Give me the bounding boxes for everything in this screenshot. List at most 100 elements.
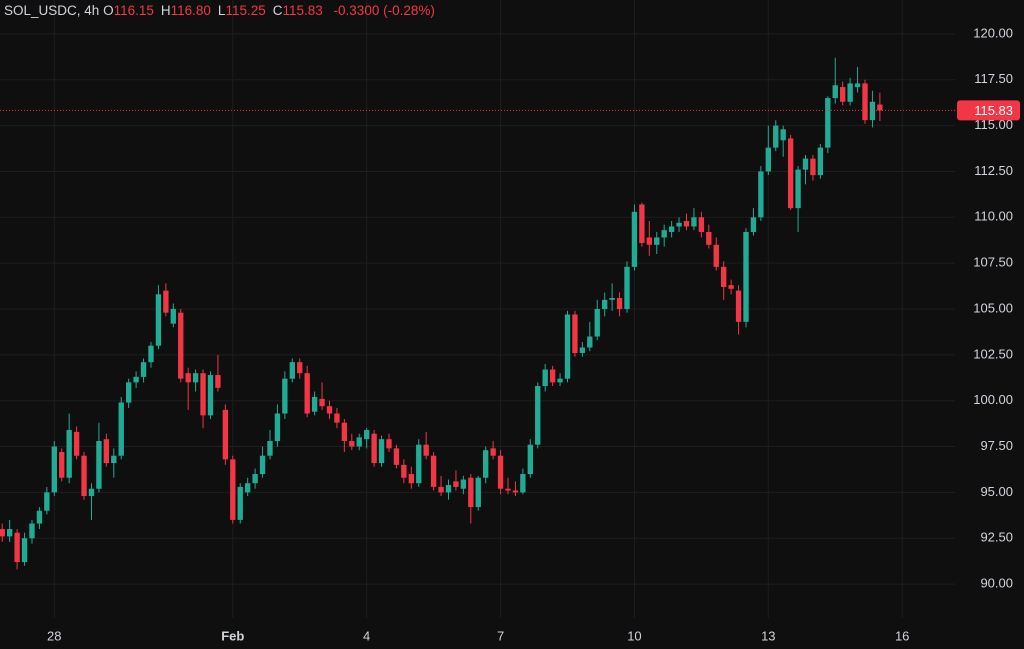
candle-body [453, 481, 459, 487]
legend-header: SOL_USDC, 4h O116.15 H116.80 L115.25 C115.8… [4, 3, 442, 18]
last-price-box [957, 100, 1020, 121]
candle-body [438, 486, 444, 493]
candle-body [668, 226, 675, 232]
candle-body [59, 452, 65, 478]
candle-body [148, 345, 154, 363]
x-tick-label: 16 [895, 628, 909, 643]
x-tick-label: Feb [221, 628, 244, 643]
candle-body [840, 87, 846, 102]
candle-body [73, 431, 80, 456]
y-tick-label: 117.50 [974, 71, 1013, 86]
candle-body [319, 398, 325, 407]
candle-body [356, 437, 362, 447]
candle-body [311, 397, 318, 412]
candle-body [869, 101, 876, 121]
candle-body [163, 290, 169, 313]
candle-body [728, 285, 734, 289]
candle-body [118, 402, 124, 456]
candle-body [661, 230, 667, 238]
change: -0.3300 (-0.28%) [333, 3, 435, 18]
candle-body [304, 373, 310, 414]
candle-body [527, 444, 533, 475]
candle-body [631, 211, 638, 267]
candle-body [378, 439, 385, 464]
candle-body [364, 430, 370, 440]
y-tick-label: 115.00 [974, 117, 1013, 132]
candle-body [185, 373, 191, 383]
field-key: L [217, 3, 226, 18]
field-value: 115.25 [225, 3, 266, 18]
candle-body [416, 444, 422, 484]
candle-body [825, 98, 831, 148]
candle-body [386, 439, 392, 449]
candle-body [773, 125, 779, 148]
candle-body [460, 479, 467, 489]
candle-body [557, 378, 563, 383]
candle-body [170, 309, 176, 324]
candle-body [676, 222, 682, 227]
symbol: SOL_USDC, 4h [4, 3, 100, 18]
candle-body [430, 455, 437, 487]
candle-body [200, 373, 206, 416]
candle-body [862, 83, 868, 121]
candle-body [133, 376, 139, 383]
y-tick-label: 92.50 [980, 530, 1013, 545]
candle-body [520, 474, 526, 493]
candle-body [237, 486, 243, 520]
candle-body [341, 422, 348, 442]
candle-body [125, 382, 132, 403]
field-value: 116.15 [113, 3, 154, 18]
candle-body [817, 147, 824, 176]
candle-body [564, 314, 571, 379]
candle-body [750, 217, 757, 232]
candle-body [103, 439, 110, 464]
candle-body [787, 138, 794, 209]
candle-body [810, 158, 816, 176]
y-tick-label: 110.00 [974, 209, 1013, 224]
candle-body [6, 529, 13, 537]
candle-body [572, 314, 578, 354]
candle-body [155, 294, 162, 346]
candle-body [735, 290, 742, 322]
candle-body [616, 297, 623, 309]
field-key: H [160, 3, 171, 18]
candle-body [349, 441, 355, 447]
candle-body [706, 231, 712, 245]
x-tick-label: 4 [363, 628, 370, 643]
candle-body [535, 386, 541, 445]
candle-body [0, 529, 5, 537]
candle-body [81, 455, 87, 497]
candle-body [207, 375, 214, 416]
candle-body [691, 217, 697, 227]
candle-body [423, 444, 429, 456]
candle-body [780, 129, 786, 141]
y-tick-label: 97.50 [980, 438, 1013, 453]
candle-body [393, 448, 400, 465]
candle-body [743, 231, 749, 322]
ohlc-fields: O116.15 H116.80 L115.25 C115.83 [103, 3, 330, 18]
candle-body [66, 430, 72, 478]
candle-body [802, 158, 809, 170]
candle-body [542, 369, 548, 387]
candle-body [215, 375, 221, 388]
candle-body [111, 455, 117, 464]
candle-body [549, 369, 556, 383]
candle-body [51, 446, 57, 493]
candle-body [490, 448, 496, 456]
candle-body [483, 450, 489, 478]
y-tick-label: 112.50 [974, 163, 1013, 178]
candle-body [758, 171, 764, 218]
x-tick-label: 13 [761, 628, 775, 643]
candle-body [765, 147, 771, 172]
candle-body [408, 474, 414, 484]
candle-body [847, 83, 853, 102]
candle-body [877, 104, 883, 111]
candle-body [192, 373, 199, 383]
candle-body [371, 433, 377, 464]
candle-body [795, 169, 801, 209]
x-tick-label: 7 [497, 628, 504, 643]
y-tick-label: 120.00 [973, 25, 1013, 40]
candle-body [230, 459, 236, 520]
candle-body [289, 362, 295, 379]
field-key: C [272, 3, 283, 18]
